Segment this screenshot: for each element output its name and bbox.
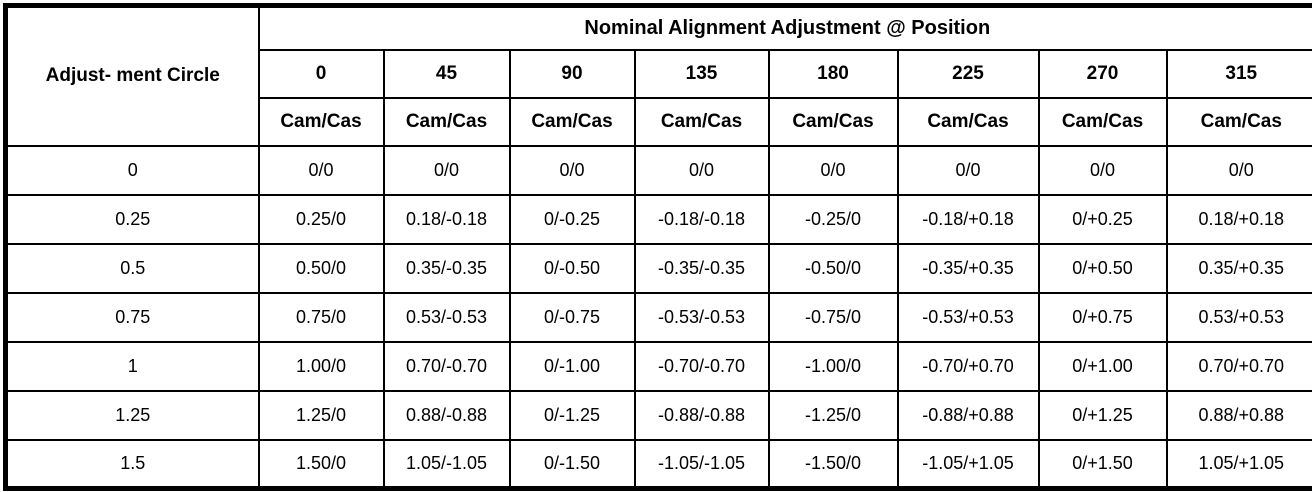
data-cell: -0.88/+0.88 — [896, 389, 1040, 441]
table-row: 0 0/0 0/0 0/0 0/0 0/0 0/0 0/0 0/0 — [4, 144, 1312, 196]
data-cell: -0.25/0 — [767, 193, 899, 245]
data-cell: 0.88/+0.88 — [1165, 389, 1312, 441]
data-cell: 0/0 — [1165, 144, 1312, 196]
data-cell: -0.50/0 — [767, 242, 899, 294]
data-cell: 0/0 — [382, 144, 511, 196]
table-row: 1.5 1.50/0 1.05/-1.05 0/-1.50 -1.05/-1.0… — [4, 438, 1312, 490]
data-cell: -0.35/-0.35 — [633, 242, 770, 294]
table-row: 0.75 0.75/0 0.53/-0.53 0/-0.75 -0.53/-0.… — [4, 291, 1312, 343]
data-cell: 0.53/+0.53 — [1165, 291, 1312, 343]
group-header-row: Adjust- ment Circle Nominal Alignment Ad… — [4, 4, 1312, 147]
cam-cas-subheader: Cam/Cas — [1037, 96, 1168, 147]
data-cell: 0/-0.50 — [508, 242, 636, 294]
data-cell: -0.35/+0.35 — [896, 242, 1040, 294]
alignment-adjustment-table: Adjust- ment Circle Nominal Alignment Ad… — [3, 3, 1312, 491]
data-cell: 0.18/+0.18 — [1165, 193, 1312, 245]
circle-value: 0.25 — [4, 193, 260, 245]
data-cell: 0.88/-0.88 — [382, 389, 511, 441]
circle-value: 0.75 — [4, 291, 260, 343]
data-cell: 1.05/+1.05 — [1165, 438, 1312, 490]
data-cell: 0.35/-0.35 — [382, 242, 511, 294]
data-cell: 0/0 — [257, 144, 385, 196]
data-cell: 0/+1.50 — [1037, 438, 1168, 490]
data-cell: 0/-1.00 — [508, 340, 636, 392]
data-cell: 0.25/0 — [257, 193, 385, 245]
data-cell: -0.70/+0.70 — [896, 340, 1040, 392]
data-cell: 0/0 — [1037, 144, 1168, 196]
position-header-180: 180 — [767, 48, 899, 99]
data-cell: 0/+0.25 — [1037, 193, 1168, 245]
cam-cas-subheader: Cam/Cas — [896, 96, 1040, 147]
data-cell: 0.53/-0.53 — [382, 291, 511, 343]
data-cell: -0.70/-0.70 — [633, 340, 770, 392]
data-cell: 1.50/0 — [257, 438, 385, 490]
data-cell: -0.53/-0.53 — [633, 291, 770, 343]
position-header-0: 0 — [257, 48, 385, 99]
data-cell: 0/+0.75 — [1037, 291, 1168, 343]
data-cell: 0/+1.25 — [1037, 389, 1168, 441]
data-cell: -1.50/0 — [767, 438, 899, 490]
data-cell: -1.25/0 — [767, 389, 899, 441]
circle-value: 1.5 — [4, 438, 260, 490]
data-cell: -0.75/0 — [767, 291, 899, 343]
data-cell: 1.00/0 — [257, 340, 385, 392]
cam-cas-subheader-row: Cam/Cas Cam/Cas Cam/Cas Cam/Cas Cam/Cas … — [6, 96, 1312, 147]
position-header-315: 315 — [1165, 48, 1312, 99]
cam-cas-subheader: Cam/Cas — [257, 96, 385, 147]
data-cell: 0/0 — [767, 144, 899, 196]
cam-cas-subheader: Cam/Cas — [633, 96, 770, 147]
data-cell: -1.05/-1.05 — [633, 438, 770, 490]
data-cell: 0/+1.00 — [1037, 340, 1168, 392]
position-header-90: 90 — [508, 48, 636, 99]
data-cell: 0.35/+0.35 — [1165, 242, 1312, 294]
data-cell: 1.05/-1.05 — [382, 438, 511, 490]
cam-cas-subheader: Cam/Cas — [382, 96, 511, 147]
circle-value: 0.5 — [4, 242, 260, 294]
table-row: 1.25 1.25/0 0.88/-0.88 0/-1.25 -0.88/-0.… — [4, 389, 1312, 441]
position-header-45: 45 — [382, 48, 511, 99]
circle-value: 0 — [4, 144, 260, 196]
data-cell: 0/+0.50 — [1037, 242, 1168, 294]
position-header-225: 225 — [896, 48, 1040, 99]
data-cell: 0.70/-0.70 — [382, 340, 511, 392]
data-cell: -0.88/-0.88 — [633, 389, 770, 441]
data-cell: 0.18/-0.18 — [382, 193, 511, 245]
data-cell: 0.75/0 — [257, 291, 385, 343]
table-row: 1 1.00/0 0.70/-0.70 0/-1.00 -0.70/-0.70 … — [4, 340, 1312, 392]
table-row: 0.25 0.25/0 0.18/-0.18 0/-0.25 -0.18/-0.… — [4, 193, 1312, 245]
data-cell: -0.53/+0.53 — [896, 291, 1040, 343]
group-header: Nominal Alignment Adjustment @ Position — [257, 4, 1312, 51]
circle-value: 1.25 — [4, 389, 260, 441]
data-cell: 0.70/+0.70 — [1165, 340, 1312, 392]
position-header-row: 0 45 90 135 180 225 270 315 — [6, 48, 1312, 99]
cam-cas-subheader: Cam/Cas — [767, 96, 899, 147]
cam-cas-subheader: Cam/Cas — [508, 96, 636, 147]
data-cell: 0/0 — [896, 144, 1040, 196]
data-cell: 0/0 — [633, 144, 770, 196]
position-header-135: 135 — [633, 48, 770, 99]
data-cell: 0/-0.25 — [508, 193, 636, 245]
data-cell: -1.00/0 — [767, 340, 899, 392]
data-cell: 0/-0.75 — [508, 291, 636, 343]
circle-value: 1 — [4, 340, 260, 392]
data-cell: 0/-1.50 — [508, 438, 636, 490]
corner-header: Adjust- ment Circle — [4, 4, 260, 147]
data-cell: -0.18/-0.18 — [633, 193, 770, 245]
data-cell: 0/0 — [508, 144, 636, 196]
data-cell: 1.25/0 — [257, 389, 385, 441]
data-cell: 0/-1.25 — [508, 389, 636, 441]
table-row: 0.5 0.50/0 0.35/-0.35 0/-0.50 -0.35/-0.3… — [4, 242, 1312, 294]
position-header-270: 270 — [1037, 48, 1168, 99]
data-cell: 0.50/0 — [257, 242, 385, 294]
data-cell: -0.18/+0.18 — [896, 193, 1040, 245]
data-cell: -1.05/+1.05 — [896, 438, 1040, 490]
cam-cas-subheader: Cam/Cas — [1165, 96, 1312, 147]
